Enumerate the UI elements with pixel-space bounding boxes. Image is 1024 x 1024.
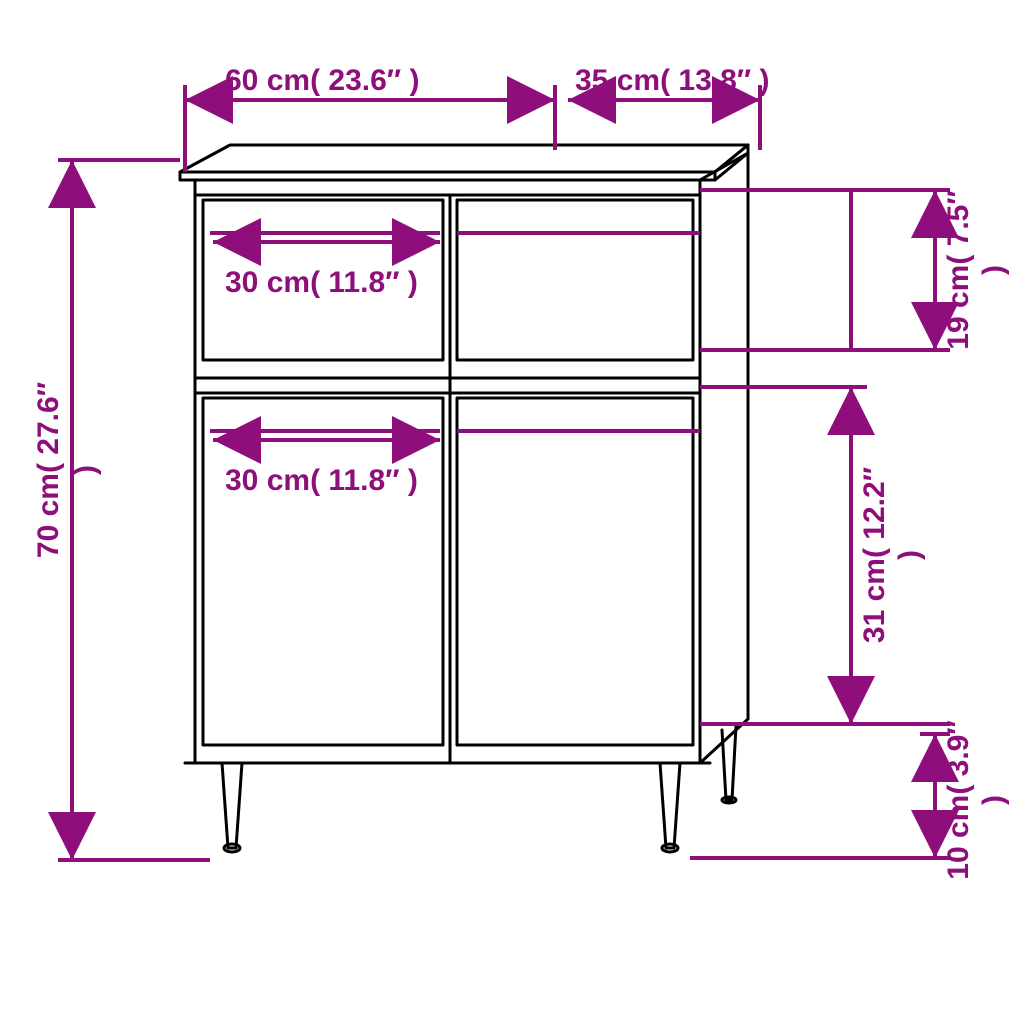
- dim-legh-l2: ): [977, 795, 1010, 805]
- dim-height-l2: ): [69, 465, 102, 475]
- dim-doorh-l2: ): [893, 550, 926, 560]
- svg-text:): ): [69, 465, 102, 475]
- svg-text:19 cm( 7.5″: 19 cm( 7.5″: [942, 190, 975, 349]
- svg-text:31 cm( 12.2″: 31 cm( 12.2″: [858, 467, 891, 643]
- dim-width: 60 cm( 23.6″ ): [225, 64, 419, 97]
- cabinet-drawing: [180, 145, 748, 852]
- dim-depth: 35 cm( 13.8″ ): [575, 64, 769, 97]
- dim-drawer-width: 30 cm( 11.8″ ): [225, 266, 418, 299]
- svg-text:): ): [977, 265, 1010, 275]
- dimension-annotations: 60 cm( 23.6″ ) 35 cm( 13.8″ ) 70 cm( 27.…: [32, 64, 1010, 880]
- dim-drawerh-l1: 19 cm( 7.5″: [942, 190, 975, 349]
- svg-text:10 cm( 3.9″: 10 cm( 3.9″: [942, 720, 975, 879]
- dim-door-width: 30 cm( 11.8″ ): [225, 464, 418, 497]
- svg-text:): ): [977, 795, 1010, 805]
- dim-legh-l1: 10 cm( 3.9″: [942, 720, 975, 879]
- dim-height-l1: 70 cm( 27.6″: [32, 382, 65, 558]
- dim-drawerh-l2: ): [977, 265, 1010, 275]
- svg-text:): ): [893, 550, 926, 560]
- svg-text:70 cm( 27.6″: 70 cm( 27.6″: [32, 382, 65, 558]
- dim-doorh-l1: 31 cm( 12.2″: [858, 467, 891, 643]
